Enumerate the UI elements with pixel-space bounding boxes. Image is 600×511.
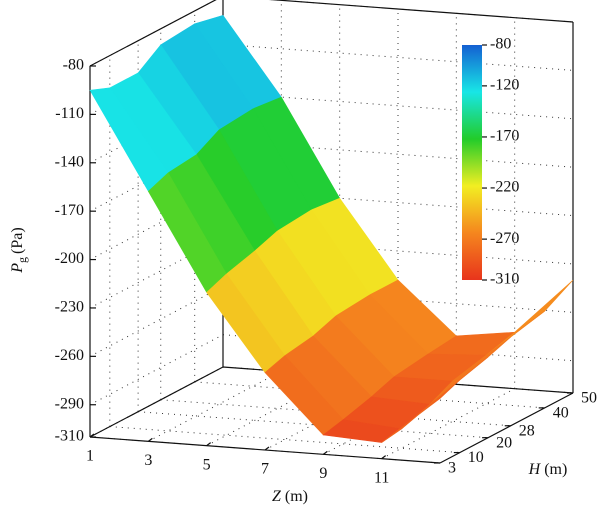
y-tick-label: 10: [468, 449, 484, 466]
z-tick-label: -230: [55, 299, 84, 316]
z-tick-label: -200: [55, 250, 84, 267]
z-tick-label: -170: [55, 202, 84, 219]
axis-edge: [439, 392, 574, 464]
colorbar-tick-label: -310: [490, 271, 519, 288]
back-wall-grid: [222, 43, 574, 71]
y-label-symbol: H: [528, 461, 542, 478]
colorbar-tick-label: -80: [490, 36, 511, 53]
z-tick-label: -260: [55, 347, 84, 364]
floor-grid: [148, 370, 282, 442]
x-tick-label: 11: [374, 469, 389, 486]
x-label-unit: (m): [285, 488, 308, 505]
x-label-symbol: Z: [272, 488, 282, 505]
z-axis-label: Pg (Pa): [9, 227, 29, 273]
x-tick: [206, 442, 212, 447]
axis-edge: [89, 0, 217, 67]
colorbar-tick-label: -220: [490, 179, 519, 196]
x-tick: [89, 433, 95, 438]
y-axis-label: H (m): [528, 461, 568, 478]
left-wall-grid: [89, 285, 224, 357]
z-tick-label: -140: [55, 153, 84, 170]
colorbar-tick-label: -170: [490, 128, 519, 145]
x-tick: [381, 455, 387, 460]
colorbar: [462, 45, 482, 280]
x-tick-label: 7: [261, 461, 269, 478]
colorbar-tick-label: -120: [490, 77, 519, 94]
z-tick-label: -80: [63, 57, 84, 74]
z-label-unit: (Pa): [9, 227, 26, 254]
z-tick-label: -310: [55, 428, 84, 445]
z-tick-label: -110: [55, 105, 84, 122]
colorbar-tick-label: -270: [490, 230, 519, 247]
z-label-sub: g: [15, 257, 29, 263]
z-label-symbol: P: [9, 263, 26, 274]
z-tick-label: -290: [55, 395, 84, 412]
y-tick-label: 50: [581, 390, 597, 407]
axis-edge: [89, 366, 224, 438]
x-tick: [322, 450, 328, 455]
axis-edge: [268, 0, 574, 23]
x-tick: [147, 437, 153, 442]
y-tick-label: 3: [448, 460, 456, 477]
x-tick-label: 5: [203, 456, 211, 473]
y-tick-label: 28: [519, 422, 535, 439]
x-tick-label: 3: [144, 452, 152, 469]
x-tick: [264, 446, 270, 451]
y-tick-label: 40: [553, 405, 569, 422]
y-tick-label: 20: [496, 434, 512, 451]
x-tick-label: 9: [319, 465, 327, 482]
surface-cell: [381, 379, 461, 443]
floor-grid: [109, 426, 460, 454]
left-wall-grid: [89, 334, 224, 406]
x-tick-label: 1: [86, 448, 94, 465]
y-label-unit: (m): [544, 461, 567, 478]
x-axis-label: Z (m): [272, 488, 308, 505]
